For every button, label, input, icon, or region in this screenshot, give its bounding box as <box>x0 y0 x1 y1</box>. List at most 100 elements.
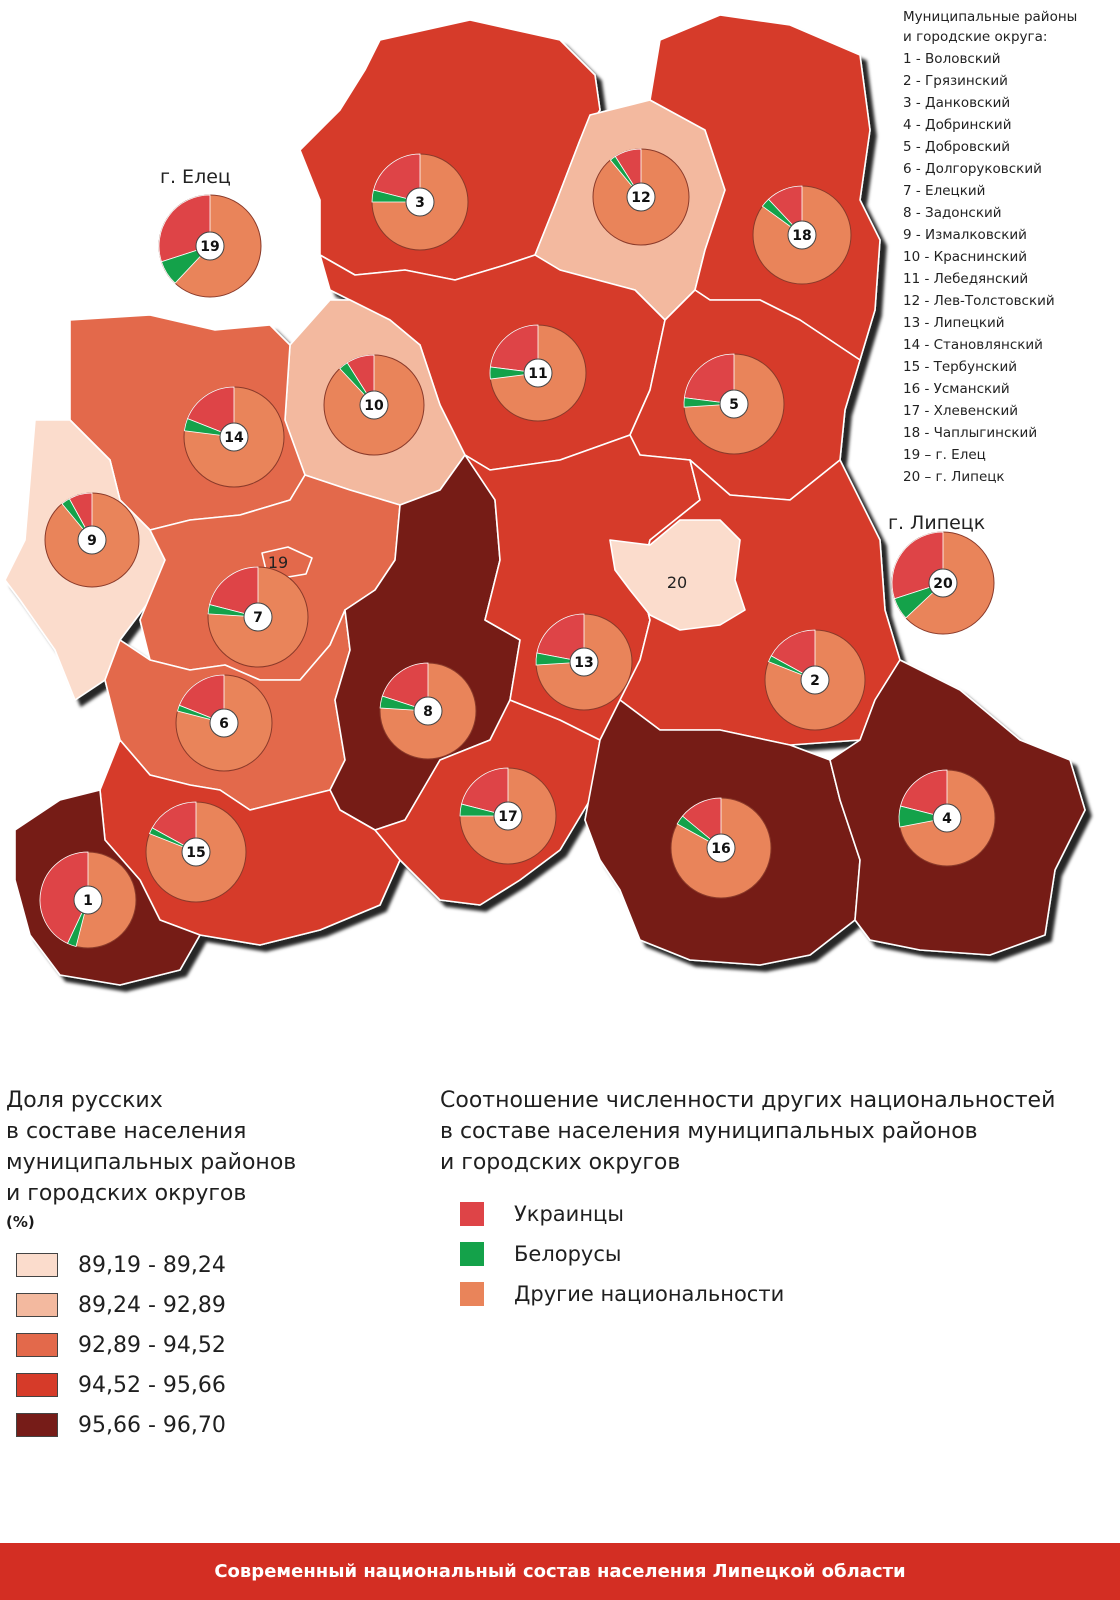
share-class-swatch <box>16 1333 58 1357</box>
district-list-item: 7 - Елецкий <box>903 183 986 199</box>
pie-slice-ukrainians <box>770 629 816 681</box>
pie-slice-ukrainians <box>489 324 539 374</box>
nationality-label: Белорусы <box>514 1242 622 1266</box>
pie-label-badge <box>77 525 107 555</box>
pie-chart-17: 17 <box>459 767 557 865</box>
pie-chart-13: 13 <box>535 613 633 711</box>
pie-label-badge <box>800 665 830 695</box>
share-class-row: 89,19 - 89,24 <box>6 1245 336 1285</box>
pie-slice-belarusians <box>683 397 735 408</box>
pie-slice-belarusians <box>898 805 948 828</box>
pie-chart-4: 4 <box>898 769 996 867</box>
nationality-swatch <box>460 1282 484 1306</box>
district-list-item: 12 - Лев-Толстовский <box>903 293 1055 309</box>
nationalities-legend-title-line: в составе населения муниципальных районо… <box>440 1119 978 1144</box>
pie-label-badge <box>626 182 656 212</box>
pie-label: 1 <box>83 893 93 909</box>
lipetsk-area-label: 20 <box>667 573 687 592</box>
nationalities-legend: Соотношение численности других националь… <box>440 1085 1100 1314</box>
district-list-item: 9 - Измалковский <box>903 227 1027 243</box>
share-class-label: 89,19 - 89,24 <box>78 1252 226 1278</box>
pie-label-badge <box>719 389 749 419</box>
share-legend-unit: (%) <box>6 1213 35 1231</box>
pie-chart-9: 9 <box>44 492 140 588</box>
nationality-label: Другие национальности <box>514 1282 785 1306</box>
pie-slice-ukrainians <box>39 851 89 944</box>
pie-label-badge <box>405 187 435 217</box>
map: 19 20 г. Елец г. Липецк 1234567891011121… <box>4 14 1086 986</box>
pie-label: 7 <box>253 610 263 626</box>
district-list-item: 17 - Хлевенский <box>903 403 1019 419</box>
share-class-swatch <box>16 1373 58 1397</box>
district-list-title-line2: и городские округа: <box>903 29 1048 45</box>
share-class-label: 89,24 - 92,89 <box>78 1292 226 1318</box>
nationality-row: Другие национальности <box>440 1274 1100 1314</box>
share-class-row: 92,89 - 94,52 <box>6 1325 336 1365</box>
pie-label: 3 <box>415 195 425 211</box>
district-list-item: 19 – г. Елец <box>903 447 986 463</box>
pie-label: 19 <box>200 239 219 255</box>
district-list-item: 8 - Задонский <box>903 205 1002 221</box>
district-list-item: 2 - Грязинский <box>903 73 1008 89</box>
pie-label: 10 <box>364 398 384 414</box>
pie-label: 12 <box>631 190 650 206</box>
pie-label: 5 <box>729 397 739 413</box>
pie-label-badge <box>787 220 817 250</box>
pie-label: 17 <box>498 809 517 825</box>
pie-label: 15 <box>186 845 205 861</box>
nationality-label: Украинцы <box>514 1202 624 1226</box>
share-class-row: 94,52 - 95,66 <box>6 1365 336 1405</box>
elets-city-label: г. Елец <box>160 166 231 188</box>
pie-chart-14: 14 <box>183 386 285 488</box>
district-list-item: 18 - Чаплыгинский <box>903 425 1038 441</box>
district-list-item: 10 - Краснинский <box>903 249 1028 265</box>
pie-label: 11 <box>528 366 547 382</box>
district-list-item: 6 - Долгоруковский <box>903 161 1042 177</box>
pie-chart-12: 12 <box>592 148 690 246</box>
pie-label: 20 <box>933 576 953 592</box>
pie-chart-15: 15 <box>145 801 247 903</box>
nationality-row: Белорусы <box>440 1234 1100 1274</box>
district-list-item: 1 - Воловский <box>903 51 1001 67</box>
district-list-item: 15 - Тербунский <box>903 359 1018 375</box>
share-class-label: 94,52 - 95,66 <box>78 1372 226 1398</box>
pie-chart-2: 2 <box>764 629 866 731</box>
pie-label-badge <box>569 647 599 677</box>
district-list-item: 20 – г. Липецк <box>903 469 1005 485</box>
pie-slice-ukrainians <box>683 353 735 405</box>
pie-label-badge <box>932 803 962 833</box>
share-class-row: 95,66 - 96,70 <box>6 1405 336 1445</box>
pie-label-badge <box>523 358 553 388</box>
pie-label-badge <box>195 231 225 261</box>
share-legend: Доля русских в составе населения муницип… <box>6 1085 336 1445</box>
share-class-label: 92,89 - 94,52 <box>78 1332 226 1358</box>
district-list-item: 4 - Добринский <box>903 117 1012 133</box>
share-class-swatch <box>16 1413 58 1437</box>
pie-slice-ukrainians <box>536 613 585 663</box>
footer-title: Современный национальный состав населени… <box>214 1561 906 1582</box>
pie-slice-ukrainians <box>373 153 421 203</box>
nationalities-legend-title-line: Соотношение численности других националь… <box>440 1088 1056 1113</box>
share-legend-title-line: и городских округов <box>6 1181 247 1206</box>
share-legend-title-line: в составе населения <box>6 1119 247 1144</box>
share-legend-title-line: Доля русских <box>6 1088 163 1113</box>
pie-chart-20: 20 <box>891 531 995 635</box>
pie-slice-belarusians <box>489 366 539 380</box>
share-class-swatch <box>16 1253 58 1277</box>
district-list-item: 3 - Данковский <box>903 95 1011 111</box>
pie-chart-11: 11 <box>489 324 587 422</box>
pie-label: 18 <box>792 228 811 244</box>
pie-label-badge <box>928 568 958 598</box>
pie-label-badge <box>243 602 273 632</box>
pie-chart-10: 10 <box>323 354 425 456</box>
district-list-item: 11 - Лебедянский <box>903 271 1029 287</box>
pie-label: 13 <box>574 655 593 671</box>
nationality-row: Украинцы <box>440 1194 1100 1234</box>
pie-label: 8 <box>423 704 433 720</box>
nationalities-legend-title-line: и городских округов <box>440 1150 681 1175</box>
lipetsk-city-label: г. Липецк <box>888 512 985 534</box>
pie-label: 2 <box>810 673 820 689</box>
share-class-row: 89,24 - 92,89 <box>6 1285 336 1325</box>
district-list-title-line1: Муниципальные районы <box>903 9 1078 25</box>
pie-label: 6 <box>219 716 229 732</box>
